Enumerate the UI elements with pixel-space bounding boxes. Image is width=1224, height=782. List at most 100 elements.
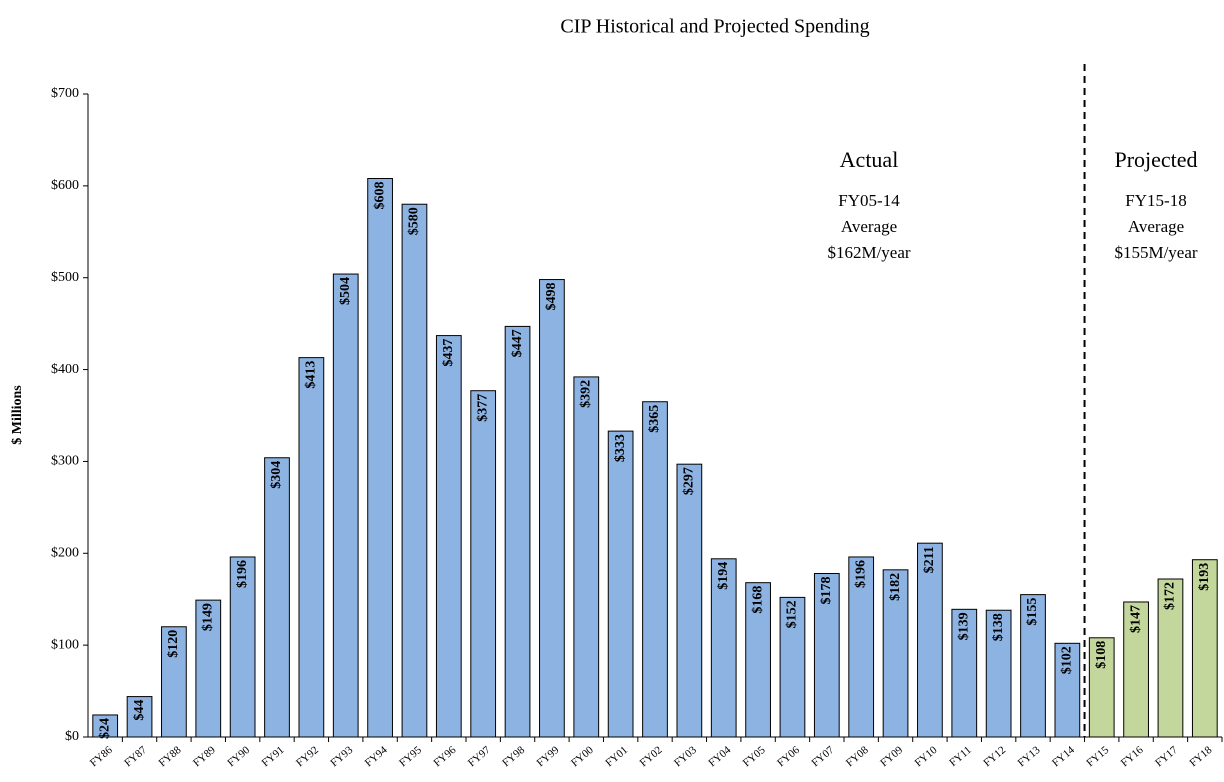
bar	[1020, 594, 1046, 738]
x-tick-label: FY95	[397, 744, 424, 770]
bar	[1191, 559, 1218, 738]
bar	[401, 203, 428, 738]
value-label: $155	[1025, 598, 1040, 626]
value-label: $120	[166, 630, 181, 658]
value-label: $413	[304, 361, 319, 389]
x-tick-label: FY99	[535, 744, 562, 770]
value-label: $172	[1163, 582, 1178, 610]
value-label: $447	[510, 329, 525, 357]
bar	[985, 609, 1012, 738]
bar	[710, 558, 737, 738]
bar	[1088, 637, 1115, 738]
value-label: $196	[853, 560, 868, 588]
value-label: $108	[1094, 641, 1109, 669]
bar	[161, 626, 187, 738]
bar	[1123, 601, 1149, 738]
x-tick-label: FY16	[1119, 744, 1146, 770]
value-label: $504	[338, 277, 353, 305]
bar	[1157, 578, 1184, 738]
value-label: $498	[544, 283, 559, 311]
bar	[1054, 642, 1081, 738]
y-tick-label: $200	[51, 546, 79, 561]
value-label: $365	[647, 405, 662, 433]
x-tick-label: FY97	[466, 744, 493, 770]
x-tick-label: FY07	[809, 744, 836, 770]
x-tick-label: FY08	[844, 744, 871, 770]
value-label: $392	[578, 380, 593, 408]
annotation: FY05-14	[838, 191, 900, 210]
y-tick-label: $500	[51, 270, 79, 285]
value-label: $211	[922, 546, 937, 573]
bar	[332, 273, 359, 738]
bar	[917, 542, 943, 738]
y-tick-label: $400	[51, 362, 79, 377]
value-label: $24	[97, 718, 112, 739]
value-label: $178	[819, 576, 834, 604]
x-tick-label: FY92	[294, 744, 321, 769]
value-label: $580	[407, 207, 422, 235]
annotation: Average	[841, 217, 897, 236]
value-label: $196	[235, 560, 250, 588]
x-tick-label: FY18	[1187, 744, 1214, 770]
bar	[539, 279, 565, 738]
x-tick-label: FY87	[122, 744, 149, 770]
x-tick-label: FY01	[603, 744, 630, 769]
x-tick-label: FY04	[706, 744, 733, 770]
value-label: $194	[716, 562, 731, 590]
x-tick-label: FY15	[1084, 744, 1111, 770]
x-tick-label: FY94	[363, 744, 390, 770]
value-label: $304	[269, 461, 284, 489]
value-label: $152	[785, 600, 800, 628]
bar	[951, 608, 978, 738]
x-tick-label: FY00	[569, 744, 596, 770]
bar	[882, 569, 909, 738]
bar	[367, 178, 393, 738]
y-tick-label: $0	[65, 729, 79, 744]
value-label: $147	[1128, 605, 1143, 633]
x-tick-label: FY12	[981, 744, 1008, 769]
bar	[470, 390, 497, 738]
chart-title: CIP Historical and Projected Spending	[560, 16, 869, 38]
x-tick-label: FY90	[225, 744, 252, 770]
value-label: $182	[888, 573, 903, 601]
x-tick-label: FY96	[431, 744, 458, 770]
x-tick-label: FY93	[328, 744, 355, 770]
annotation: Actual	[840, 147, 899, 172]
bar	[745, 582, 771, 738]
bar	[264, 457, 290, 738]
y-tick-label: $100	[51, 637, 79, 652]
annotation: FY15-18	[1125, 191, 1186, 210]
value-label: $333	[613, 434, 628, 462]
bar	[573, 376, 600, 738]
x-tick-label: FY17	[1153, 744, 1180, 770]
bar	[126, 696, 153, 738]
bar	[195, 599, 222, 738]
y-tick-label: $600	[51, 178, 79, 193]
value-label: $138	[991, 613, 1006, 641]
x-tick-label: FY88	[157, 744, 184, 770]
x-tick-label: FY86	[88, 744, 115, 770]
value-label: $297	[682, 467, 697, 495]
y-tick-label: $300	[51, 454, 79, 469]
bar	[298, 357, 325, 738]
bar	[848, 556, 875, 738]
bar	[435, 335, 462, 738]
value-label: $193	[1197, 563, 1212, 591]
y-axis-label: $ Millions	[10, 385, 25, 445]
annotation: $162M/year	[827, 243, 910, 262]
x-tick-label: FY03	[672, 744, 699, 770]
x-tick-label: FY11	[947, 744, 974, 769]
x-tick-label: FY89	[191, 744, 218, 770]
x-tick-label: FY10	[913, 744, 940, 770]
bar	[607, 430, 634, 738]
bar	[504, 325, 531, 738]
x-tick-label: FY05	[741, 744, 768, 770]
value-label: $437	[441, 339, 456, 367]
bar	[779, 596, 806, 738]
annotation: Projected	[1114, 147, 1197, 172]
y-tick-label: $700	[51, 86, 79, 101]
x-tick-label: FY14	[1050, 744, 1077, 770]
annotation: $155M/year	[1114, 243, 1197, 262]
value-label: $377	[475, 394, 490, 422]
x-tick-label: FY09	[878, 744, 905, 770]
